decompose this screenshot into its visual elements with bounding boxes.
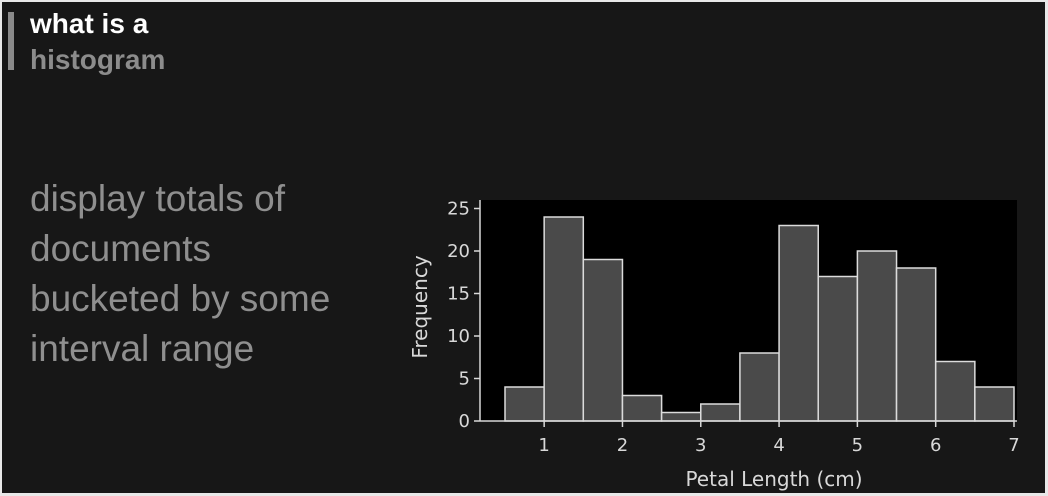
slide-body-text: display totals of documents bucketed by … <box>30 178 331 369</box>
histogram-bar <box>504 386 545 422</box>
x-tick-label: 3 <box>695 435 706 456</box>
histogram-bar <box>974 386 1015 422</box>
histogram-bar <box>543 216 585 422</box>
y-tick-label: 15 <box>447 284 470 305</box>
x-tick-label: 2 <box>617 435 628 456</box>
title-accent-bar <box>8 12 14 70</box>
x-tick-label: 7 <box>1008 435 1019 456</box>
y-tick-label: 20 <box>447 241 470 262</box>
x-tick-label: 1 <box>538 435 549 456</box>
histogram-bar <box>934 360 976 422</box>
x-axis-label: Petal Length (cm) <box>685 467 862 491</box>
histogram-bar <box>856 250 898 422</box>
slide-subtitle: histogram <box>30 44 166 75</box>
x-tick-label: 4 <box>773 435 784 456</box>
histogram-bar <box>621 394 663 422</box>
y-tick-label: 0 <box>459 411 470 432</box>
histogram-bar <box>582 258 624 422</box>
x-tick-label: 6 <box>930 435 941 456</box>
histogram-bar <box>660 411 702 422</box>
histogram-bar <box>817 275 859 422</box>
x-tick-label: 5 <box>852 435 863 456</box>
y-tick-label: 5 <box>459 369 470 390</box>
y-axis-label: Frequency <box>408 255 432 358</box>
histogram-bar <box>778 224 819 422</box>
histogram-bar <box>895 267 937 422</box>
y-tick-label: 25 <box>447 199 470 220</box>
y-tick-label: 10 <box>447 326 470 347</box>
histogram-bar <box>700 403 741 422</box>
histogram-bar <box>739 352 780 422</box>
slide-title: what is a <box>30 8 149 39</box>
